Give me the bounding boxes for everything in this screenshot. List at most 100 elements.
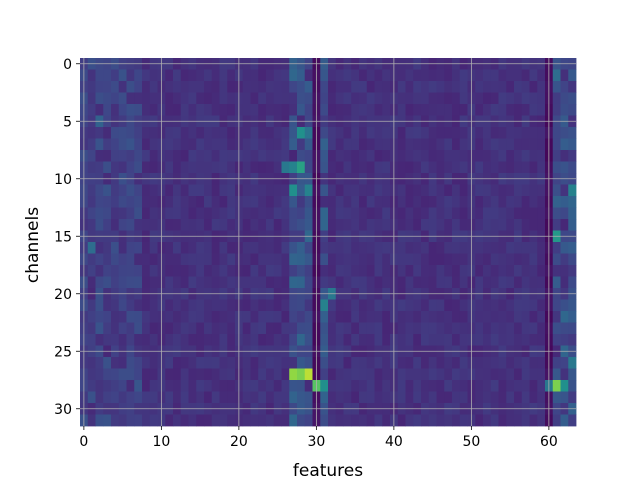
heatmap-cell	[111, 334, 120, 346]
heatmap-cell	[134, 196, 143, 208]
heatmap-cell	[188, 207, 197, 220]
heatmap-cell	[413, 92, 422, 105]
heatmap-cell	[204, 276, 213, 289]
heatmap-cell	[397, 207, 406, 220]
heatmap-cell	[281, 391, 290, 404]
heatmap-cell	[521, 207, 530, 220]
heatmap-cell	[103, 161, 112, 174]
heatmap-cell	[459, 138, 468, 151]
heatmap-cell	[475, 92, 484, 105]
heatmap-cell	[475, 276, 484, 289]
heatmap-cell	[95, 368, 104, 381]
heatmap-cell	[87, 184, 96, 197]
heatmap-cell	[250, 219, 259, 231]
heatmap-cell	[529, 138, 538, 151]
heatmap-cell	[304, 357, 313, 369]
heatmap-cell	[428, 138, 437, 151]
heatmap-cell	[87, 357, 96, 369]
heatmap-cell	[537, 265, 546, 277]
y-tick-label: 15	[54, 229, 72, 245]
heatmap-cell	[219, 334, 228, 346]
heatmap-cell	[250, 391, 259, 404]
heatmap-cell	[521, 391, 530, 404]
heatmap-cell	[428, 276, 437, 289]
heatmap-cell	[103, 184, 112, 197]
heatmap-cell	[180, 368, 189, 381]
heatmap-cell	[87, 253, 96, 266]
heatmap-cell	[366, 92, 375, 105]
heatmap-cell	[118, 196, 127, 208]
heatmap-cell	[521, 368, 530, 381]
heatmap-cell	[134, 81, 143, 93]
heatmap-cell	[359, 92, 368, 105]
heatmap-cell	[382, 334, 391, 346]
heatmap-cell	[219, 380, 228, 392]
heatmap-cell	[382, 299, 391, 312]
heatmap-cell	[219, 299, 228, 312]
heatmap-cell	[165, 380, 174, 392]
heatmap-cell	[560, 196, 569, 208]
heatmap-cell	[537, 184, 546, 197]
heatmap-cell	[95, 219, 104, 231]
heatmap-cell	[490, 196, 499, 208]
heatmap-cell	[366, 253, 375, 266]
heatmap-cell	[180, 81, 189, 93]
heatmap-cell	[428, 207, 437, 220]
heatmap-cell	[134, 161, 143, 174]
heatmap-cell	[483, 92, 492, 105]
heatmap-cell	[351, 104, 360, 116]
heatmap-cell	[188, 92, 197, 105]
heatmap-cell	[126, 69, 135, 82]
heatmap-cell	[428, 334, 437, 346]
heatmap-cell	[514, 265, 523, 277]
heatmap-cell	[273, 311, 282, 323]
heatmap-cell	[188, 81, 197, 93]
heatmap-cell	[359, 150, 368, 162]
heatmap-cell	[366, 276, 375, 289]
heatmap-cell	[452, 138, 461, 151]
heatmap-cell	[436, 299, 445, 312]
heatmap-cell	[436, 311, 445, 323]
heatmap-cell	[560, 414, 569, 427]
heatmap-cell	[126, 104, 135, 116]
heatmap-cell	[87, 414, 96, 427]
heatmap-cell	[250, 138, 259, 151]
heatmap-cell	[498, 414, 507, 427]
heatmap-cell	[452, 265, 461, 277]
heatmap-cell	[529, 380, 538, 392]
heatmap-cell	[498, 276, 507, 289]
heatmap-cell	[289, 138, 298, 151]
heatmap-cell	[211, 414, 220, 427]
heatmap-cell	[552, 161, 561, 174]
heatmap-cell	[304, 242, 313, 254]
heatmap-cell	[87, 196, 96, 208]
heatmap-cell	[196, 322, 205, 335]
heatmap-cell	[529, 276, 538, 289]
heatmap-cell	[289, 276, 298, 289]
heatmap-cell	[227, 242, 236, 254]
heatmap-cell	[118, 253, 127, 266]
x-tick-label: 30	[307, 434, 325, 450]
heatmap-cell	[250, 127, 259, 139]
heatmap-cell	[452, 161, 461, 174]
heatmap-cell	[273, 104, 282, 116]
heatmap-cell	[297, 322, 306, 335]
heatmap-cell	[258, 357, 267, 369]
heatmap-cell	[506, 69, 515, 82]
heatmap-cell	[335, 127, 344, 139]
heatmap-cell	[304, 265, 313, 277]
heatmap-cell	[475, 196, 484, 208]
heatmap-cell	[118, 81, 127, 93]
heatmap-cell	[142, 265, 151, 277]
heatmap-cell	[506, 219, 515, 231]
heatmap-cell	[521, 184, 530, 197]
heatmap-cell	[475, 81, 484, 93]
heatmap-cell	[173, 207, 182, 220]
heatmap-cell	[111, 150, 120, 162]
heatmap-cell	[297, 138, 306, 151]
heatmap-cell	[366, 81, 375, 93]
heatmap-cell	[289, 150, 298, 162]
heatmap-cell	[281, 196, 290, 208]
heatmap-cell	[490, 299, 499, 312]
